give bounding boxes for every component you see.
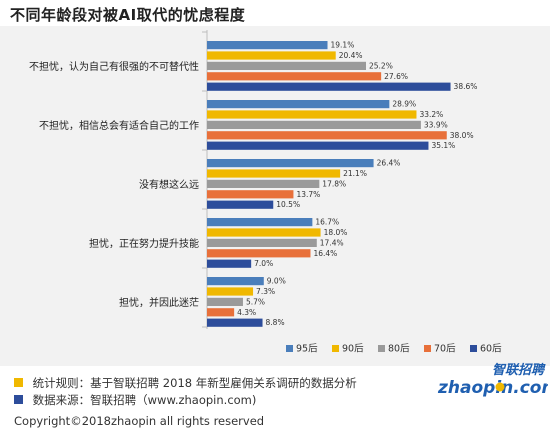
category-label: 担忧，并因此迷茫: [119, 296, 199, 309]
statistics-rule: 统计规则：基于智联招聘 2018 年新型雇佣关系调研的数据分析: [14, 375, 357, 391]
bar: [207, 218, 313, 227]
bar: [207, 100, 390, 109]
legend-swatch: [424, 345, 431, 352]
data-label: 10.5%: [276, 200, 300, 209]
statistics-rule-text: 统计规则：基于智联招聘 2018 年新型雇佣关系调研的数据分析: [32, 376, 357, 390]
data-label: 33.9%: [424, 120, 448, 129]
data-label: 25.2%: [369, 61, 393, 70]
data-label: 35.1%: [431, 141, 455, 150]
data-label: 18.0%: [324, 228, 348, 237]
bar: [207, 159, 374, 168]
bar: [207, 51, 336, 60]
bar: [207, 190, 294, 199]
legend-label: 90后: [342, 344, 364, 355]
legend-label: 95后: [296, 344, 318, 355]
data-source: 数据来源：智联招聘（www.zhaopin.com): [14, 392, 256, 408]
bar: [207, 259, 252, 268]
bar: [207, 238, 317, 247]
legend-swatch: [286, 345, 293, 352]
legend-label: 80后: [388, 344, 410, 355]
data-label: 8.8%: [266, 318, 285, 327]
data-label: 26.4%: [377, 159, 401, 168]
chart-title: 不同年龄段对被AI取代的忧虑程度: [10, 6, 246, 24]
bar-chart: 不担忧，认为自己有很强的不可替代性 19.1%20.4% 25.2% 27.6% 38.…: [29, 30, 502, 355]
bar: [207, 131, 447, 140]
category-label: 不担忧，相信总会有适合自己的工作: [39, 119, 199, 132]
category-label: 不担忧，认为自己有很强的不可替代性: [29, 60, 199, 73]
bar: [207, 318, 263, 327]
bar: [207, 179, 320, 188]
bar: [207, 308, 235, 317]
bar: [207, 82, 451, 91]
data-label: 7.0%: [254, 259, 273, 268]
data-label: 16.7%: [315, 218, 339, 227]
bar: [207, 61, 366, 70]
logo-cn-text: 智联招聘: [492, 362, 546, 378]
data-label: 17.8%: [322, 179, 346, 188]
logo-dot-icon: [495, 382, 505, 392]
data-label: 16.4%: [313, 249, 337, 258]
legend-swatch: [332, 345, 339, 352]
data-label: 33.2%: [419, 110, 443, 119]
bar: [207, 297, 243, 306]
data-label: 4.3%: [237, 308, 256, 317]
bar: [207, 249, 311, 258]
data-source-text: 数据来源：智联招聘（www.zhaopin.com): [32, 393, 257, 407]
legend-label: 70后: [434, 344, 456, 355]
logo-en-text: zhaopin.com: [437, 378, 548, 398]
legend-label: 60后: [480, 344, 502, 355]
zhaopin-logo-graphic: 智联招聘 zhaopin.com: [437, 362, 550, 398]
data-label: 17.4%: [320, 238, 344, 247]
bar: [207, 277, 264, 286]
zhaopin-logo: 智联招聘 zhaopin.com: [436, 357, 550, 401]
category-label: 没有想这么远: [139, 178, 199, 191]
legend-swatch: [378, 345, 385, 352]
data-label: 38.6%: [454, 82, 478, 91]
bar: [207, 141, 429, 150]
data-label: 19.1%: [331, 41, 355, 50]
rule-marker-icon: [14, 378, 23, 387]
bar: [207, 120, 421, 129]
data-label: 21.1%: [343, 169, 367, 178]
data-label: 7.3%: [256, 287, 275, 296]
data-label: 5.7%: [246, 297, 265, 306]
chart-panel: 不担忧，认为自己有很强的不可替代性 19.1% 20.4% 25.2% 27.6% 38.…: [0, 26, 550, 366]
data-label: 28.9%: [392, 100, 416, 109]
legend-swatch: [470, 345, 477, 352]
copyright: Copyright©2018zhaopin all rights reserve…: [14, 414, 265, 428]
source-marker-icon: [14, 395, 23, 404]
data-label: 9.0%: [267, 277, 286, 286]
bar: [207, 200, 274, 209]
bar: [207, 287, 254, 296]
data-label: 13.7%: [296, 190, 320, 199]
data-label: 27.6%: [384, 72, 408, 81]
data-label: 20.4%: [339, 51, 363, 60]
bar: [207, 41, 328, 50]
bar: [207, 110, 417, 119]
bar: [207, 228, 321, 237]
bar: [207, 72, 382, 81]
data-label: 38.0%: [450, 131, 474, 140]
bar: [207, 169, 341, 178]
category-label: 担忧，正在努力提升技能: [89, 237, 199, 250]
